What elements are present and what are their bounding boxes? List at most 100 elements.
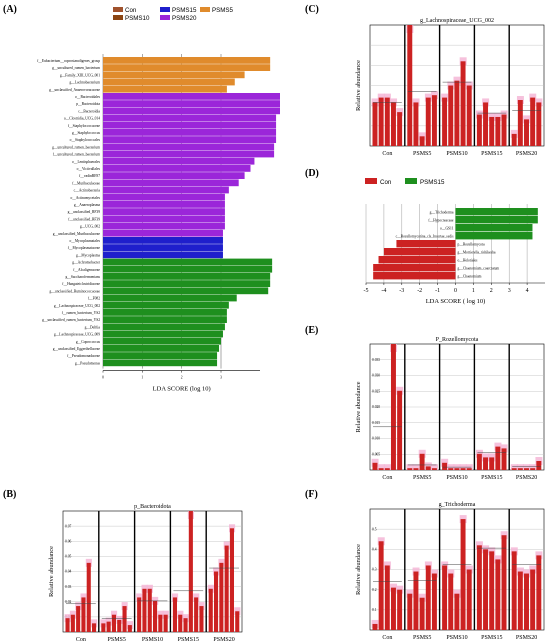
lda-bar-label: p__Rozellomycota	[458, 243, 486, 247]
abundance-bar	[163, 614, 168, 632]
abundance-bar	[384, 565, 390, 630]
lda-bar	[378, 256, 456, 264]
lda-bar	[103, 301, 229, 309]
lda-bar-label: o__GS11	[440, 227, 454, 231]
x-tick-label: 1	[472, 288, 475, 294]
lda-bar-label: g__uncultured_rumen_bacterium	[52, 145, 100, 149]
abundance-bar	[407, 468, 413, 470]
legend-label: PSMS5	[212, 7, 234, 14]
abundance-bar	[431, 95, 437, 146]
abundance-bar	[158, 614, 163, 632]
lda-bar	[103, 107, 280, 115]
abundance-bar	[106, 621, 111, 632]
abundance-bar	[127, 625, 132, 632]
lda-bar	[103, 237, 223, 244]
lda-bar-label: g__uncultured_rumen_bacterium	[52, 66, 100, 70]
lda-bar	[103, 172, 245, 179]
abundance-bar	[208, 588, 213, 632]
panel-letter-f: (F)	[305, 489, 318, 500]
abundance-bar	[390, 587, 396, 630]
lda-bar-label: o__Lentisphaerales	[72, 160, 101, 164]
abundance-bar	[483, 549, 489, 630]
lda-bar	[103, 114, 277, 122]
y-tick-label: 0.2	[372, 588, 377, 592]
y-tick-label: 0.035	[372, 358, 380, 362]
lda-bar-label: g__Family_XIII_UCG_001	[60, 73, 100, 77]
lda-bar-label: g__Coprococcus	[76, 340, 101, 344]
category-label: PSMS5	[108, 637, 126, 642]
lda-bar-label: o__Bacteroidales	[75, 95, 101, 99]
abundance-chart-c: g_Lachnospiraceae_UCG_002 Relative abunda…	[355, 18, 545, 157]
y-tick-label: 0.1	[372, 608, 377, 612]
abundance-bar	[530, 468, 536, 470]
x-tick-label: -1	[435, 288, 440, 294]
panel-letter-c: (C)	[305, 4, 319, 15]
category-label: PSMS5	[413, 635, 431, 641]
lda-bar	[103, 330, 223, 338]
lda-bar-label: o__Clostridia_UCG_014	[64, 117, 100, 121]
lda-bar	[103, 186, 229, 194]
legend-swatch	[405, 178, 417, 184]
lda-bar-label: g__Delftia	[85, 325, 101, 329]
chart-title: P_Rozellomycota	[436, 337, 479, 343]
legend-label: PSMS15	[172, 7, 197, 14]
abundance-bar	[70, 614, 75, 632]
legend-label: PSMS10	[125, 15, 150, 22]
x-tick-label: 2	[490, 288, 493, 294]
lda-bar	[373, 264, 456, 272]
abundance-bar	[76, 606, 81, 632]
abundance-bar	[517, 468, 523, 470]
x-axis-title: LDA SCORE ( log 10)	[426, 298, 486, 305]
category-label: PSMS20	[516, 635, 537, 641]
lda-bar-label: g__Pseudomonas	[75, 361, 101, 365]
lda-bar	[103, 345, 220, 352]
abundance-bar	[390, 102, 396, 146]
lda-bar	[455, 224, 533, 232]
legend-swatch	[200, 7, 210, 12]
panel-letter-e: (E)	[305, 325, 318, 336]
abundance-bar	[86, 562, 91, 632]
abundance-bar	[476, 114, 482, 146]
lda-bar	[103, 352, 218, 359]
error-halo	[412, 464, 420, 470]
lda-bar	[103, 287, 269, 295]
legend-label: PSMS20	[172, 15, 197, 22]
lda-bar-label: f__Eubacterium__coprostanoligenes_group	[37, 59, 100, 63]
abundance-bar	[219, 562, 224, 632]
lda-bar-label: f__Staphylococcaceae	[68, 124, 101, 128]
abundance-bar	[142, 588, 147, 632]
lda-bar	[103, 165, 251, 172]
abundance-bar	[524, 468, 529, 470]
abundance-bar	[517, 571, 523, 630]
y-tick-label: 0.3	[372, 568, 377, 572]
abundance-bar	[501, 535, 507, 630]
lda-bar-label: f__Pseudomonadaceae	[67, 354, 100, 358]
abundance-bar	[442, 565, 448, 630]
lda-bar-label: c__Actinobacteria	[74, 189, 101, 193]
y-tick-label: 0.5	[372, 527, 377, 531]
lda-bar	[103, 244, 223, 251]
abundance-bar	[147, 588, 152, 632]
abundance-bar	[483, 457, 489, 470]
lda-bar-label: g__Lachnospiraceae_UCG_009	[54, 333, 100, 337]
abundance-bar	[397, 589, 403, 630]
abundance-bar	[390, 344, 396, 470]
lda-bar	[103, 71, 245, 79]
y-tick-label: 0.07	[65, 524, 71, 528]
category-label: PSMS5	[413, 151, 431, 157]
abundance-bar	[419, 453, 425, 470]
y-tick-label: 0.02	[65, 600, 71, 604]
lda-bar	[103, 337, 221, 345]
lda-bar	[103, 150, 275, 158]
abundance-bar	[501, 114, 507, 146]
lda-bar-label: g__unclassified_Muribaculaceae	[53, 232, 101, 236]
x-tick-label: -5	[364, 288, 369, 294]
abundance-bar	[448, 85, 454, 146]
abundance-bar	[476, 545, 482, 630]
lda-bar-label: g__UCG_002	[80, 225, 100, 229]
abundance-bar	[214, 571, 219, 632]
category-label: PSMS10	[446, 151, 467, 157]
x-tick-label: 2	[181, 376, 183, 380]
lda-bar	[103, 208, 225, 215]
